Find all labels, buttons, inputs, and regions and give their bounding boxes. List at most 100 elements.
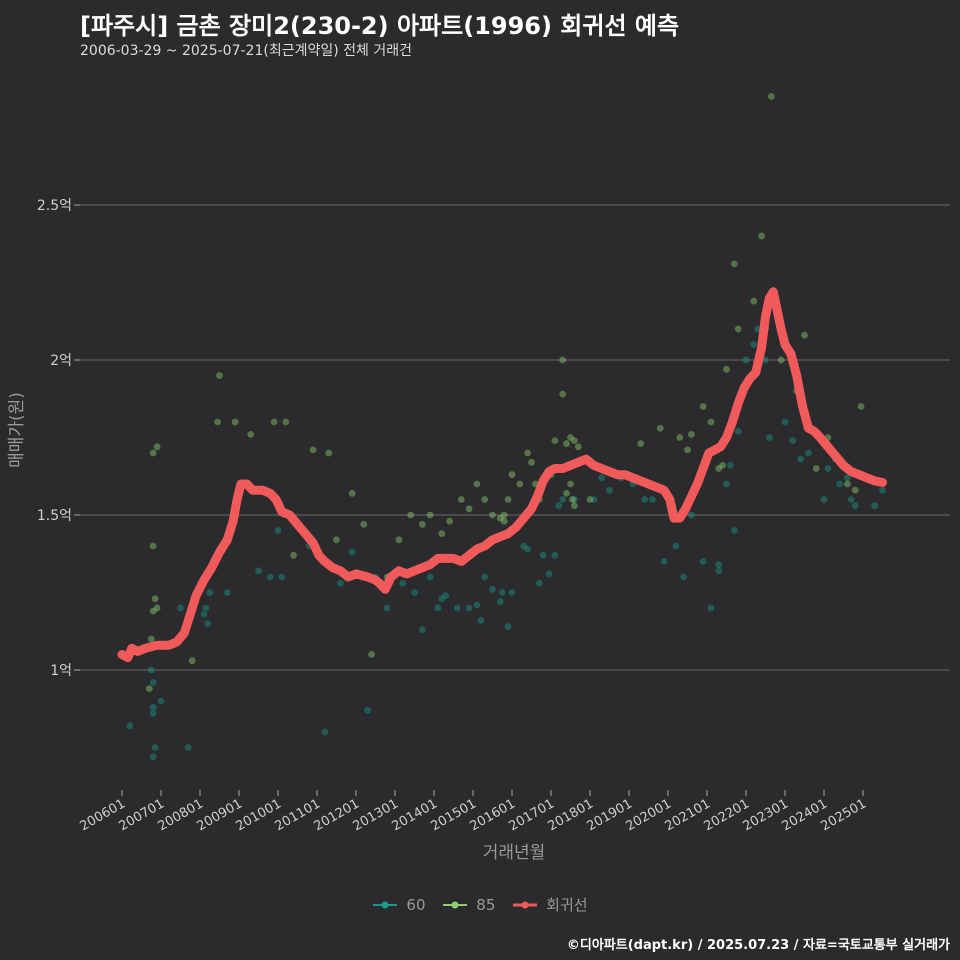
data-point-85 [844,480,851,488]
x-tick-label: 202501 [819,796,869,834]
data-point-60 [672,542,680,550]
data-point-60 [200,610,208,618]
data-point-60 [851,502,859,510]
data-point-60 [723,480,730,488]
series-85-points [145,93,865,692]
data-point-85 [684,446,691,454]
data-point-60 [551,551,559,559]
data-point-60 [789,437,797,444]
data-point-60 [508,589,516,596]
data-point-85 [500,517,508,525]
data-point-85 [551,437,559,444]
data-point-85 [368,651,375,658]
legend-swatch-85 [443,901,468,908]
data-point-85 [214,418,221,426]
data-point-85 [309,446,317,454]
data-point-85 [496,514,504,522]
data-point-85 [348,489,356,497]
chart-title: [파주시] 금촌 장미2(230-2) 아파트(1996) 회귀선 예측 [80,12,680,40]
data-point-60 [504,623,512,630]
data-point-85 [247,431,255,438]
data-point-60 [411,589,418,596]
data-point-60 [688,511,695,519]
data-point-60 [149,753,157,761]
data-point-60 [649,496,656,503]
data-point-85 [407,511,414,519]
data-point-60 [545,570,553,578]
data-point-85 [699,403,707,410]
x-axis-label: 거래년월 [483,843,546,863]
legend: 60 85 회귀선 [0,894,960,915]
data-point-60 [266,573,274,581]
data-point-85 [730,260,738,268]
data-point-60 [847,496,855,503]
data-point-60 [707,604,715,612]
data-point-60 [202,604,210,612]
data-point-60 [844,474,851,482]
data-point-60 [489,586,496,593]
data-point-85 [481,496,489,503]
data-point-60 [836,480,843,488]
data-point-85 [707,418,715,426]
data-point-85 [188,657,196,665]
legend-swatch-60 [373,901,398,908]
data-point-85 [524,449,531,457]
data-point-60 [680,573,687,581]
data-point-85 [719,462,726,469]
data-point-60 [223,589,231,596]
data-point-60 [454,604,461,612]
data-point-60 [535,579,543,587]
data-point-60 [879,486,886,494]
data-point-60 [149,679,157,686]
data-point-60 [383,604,391,612]
legend-item-trend: 회귀선 [512,894,588,915]
data-point-60 [824,465,832,472]
data-point-60 [418,626,426,634]
data-point-85 [360,520,368,528]
data-point-60 [496,598,504,606]
data-point-60 [750,341,758,348]
data-point-60 [660,558,668,565]
data-point-60 [555,502,563,510]
data-point-60 [820,496,828,503]
grid-lines [80,204,950,671]
data-point-85 [688,431,695,438]
data-point-85 [149,542,157,550]
data-point-85 [857,403,865,410]
data-point-60 [797,455,804,463]
legend-label-trend: 회귀선 [546,896,588,914]
data-point-60 [477,617,485,624]
data-point-60 [438,595,446,603]
data-point-60 [871,502,879,510]
data-point-60 [641,496,648,503]
y-axis-ticks: 1억 1.5억 2억 2.5억 [37,198,80,679]
data-point-60 [337,579,344,587]
trend-line [117,287,887,663]
data-point-85 [282,418,290,426]
data-point-85 [270,418,278,426]
data-point-60 [426,573,434,581]
data-point-60 [157,697,165,705]
y-tick-label: 1억 [50,663,72,679]
x-axis-ticks: 2006012007012008012009012010012011012012… [78,790,869,834]
data-point-85 [586,496,594,503]
data-point-85 [559,356,567,364]
data-point-60 [206,589,214,596]
data-point-60 [149,710,157,717]
data-point-85 [333,536,340,544]
data-point-60 [465,604,473,612]
data-point-85 [438,530,446,537]
data-point-85 [147,635,155,643]
data-point-85 [777,356,785,364]
data-point-60 [147,666,155,674]
data-point-85 [734,325,742,333]
data-point-85 [508,471,516,479]
data-point-85 [149,449,157,457]
data-point-85 [149,607,157,615]
data-point-60 [473,601,481,609]
data-point-60 [699,558,707,565]
data-point-85 [851,486,859,494]
data-point-85 [516,480,524,488]
data-point-85 [418,520,426,528]
data-point-60 [524,545,531,553]
